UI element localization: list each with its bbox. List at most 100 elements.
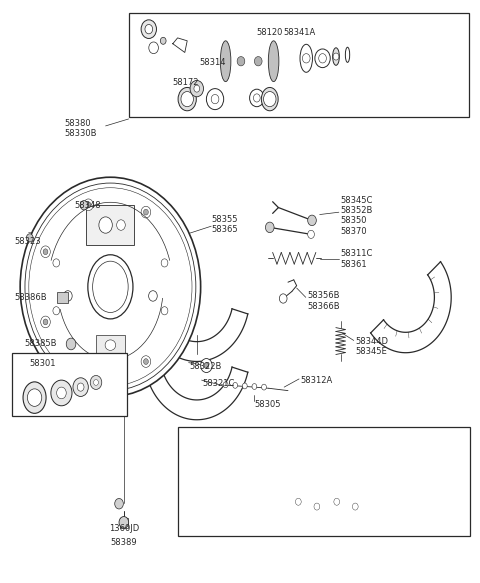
Circle shape bbox=[190, 80, 204, 97]
Ellipse shape bbox=[262, 87, 278, 111]
Circle shape bbox=[141, 206, 151, 218]
Text: 58305: 58305 bbox=[254, 400, 281, 409]
Text: 58341A: 58341A bbox=[283, 27, 315, 37]
Circle shape bbox=[262, 384, 266, 390]
Bar bbox=[86, 205, 134, 245]
Circle shape bbox=[250, 89, 264, 107]
Circle shape bbox=[80, 201, 88, 210]
Circle shape bbox=[41, 316, 50, 328]
Circle shape bbox=[86, 202, 91, 208]
Ellipse shape bbox=[105, 340, 116, 350]
Text: 58120: 58120 bbox=[257, 27, 283, 37]
Circle shape bbox=[161, 259, 168, 267]
Ellipse shape bbox=[220, 41, 231, 82]
Circle shape bbox=[20, 177, 201, 396]
Circle shape bbox=[27, 389, 42, 406]
Circle shape bbox=[26, 234, 33, 242]
Text: 1360JD: 1360JD bbox=[108, 524, 139, 533]
Circle shape bbox=[233, 382, 238, 388]
Text: 58344D
58345E: 58344D 58345E bbox=[355, 336, 388, 356]
Circle shape bbox=[149, 291, 157, 301]
Circle shape bbox=[315, 49, 330, 68]
Circle shape bbox=[314, 503, 320, 510]
Ellipse shape bbox=[268, 41, 279, 82]
Text: 58311C
58361: 58311C 58361 bbox=[341, 249, 373, 269]
Text: 58348: 58348 bbox=[74, 201, 101, 210]
Ellipse shape bbox=[99, 217, 112, 233]
Circle shape bbox=[264, 92, 276, 107]
Circle shape bbox=[90, 375, 102, 389]
Ellipse shape bbox=[345, 47, 349, 62]
Circle shape bbox=[296, 498, 301, 505]
Circle shape bbox=[334, 498, 340, 505]
Circle shape bbox=[144, 209, 148, 215]
Circle shape bbox=[161, 307, 168, 315]
Circle shape bbox=[51, 380, 72, 406]
Circle shape bbox=[41, 246, 50, 258]
Bar bbox=[57, 292, 68, 303]
Circle shape bbox=[57, 387, 66, 399]
Circle shape bbox=[53, 259, 60, 267]
Bar bbox=[12, 353, 127, 416]
Text: 58321C: 58321C bbox=[203, 379, 235, 388]
Text: 58386B: 58386B bbox=[14, 293, 47, 302]
Text: 58312A: 58312A bbox=[300, 375, 333, 385]
Circle shape bbox=[181, 92, 193, 107]
Text: 58301: 58301 bbox=[30, 359, 56, 368]
Circle shape bbox=[29, 188, 192, 386]
Text: 58345C
58352B
58350
58370: 58345C 58352B 58350 58370 bbox=[341, 196, 373, 236]
Circle shape bbox=[237, 57, 245, 66]
Text: 58355
58365: 58355 58365 bbox=[211, 215, 238, 234]
Text: 58314: 58314 bbox=[199, 58, 226, 68]
Circle shape bbox=[43, 249, 48, 255]
Circle shape bbox=[211, 94, 219, 104]
Circle shape bbox=[66, 338, 76, 350]
Circle shape bbox=[252, 384, 257, 389]
Circle shape bbox=[265, 222, 274, 233]
Circle shape bbox=[254, 57, 262, 66]
Circle shape bbox=[160, 37, 166, 44]
Circle shape bbox=[25, 183, 196, 391]
Circle shape bbox=[253, 94, 260, 102]
Ellipse shape bbox=[93, 261, 128, 312]
Circle shape bbox=[73, 378, 88, 396]
Text: 58322B: 58322B bbox=[190, 361, 222, 371]
Circle shape bbox=[144, 359, 148, 364]
Circle shape bbox=[94, 380, 98, 385]
Circle shape bbox=[149, 42, 158, 54]
Circle shape bbox=[302, 54, 310, 63]
Text: 58323: 58323 bbox=[14, 237, 41, 246]
Circle shape bbox=[319, 54, 326, 63]
Circle shape bbox=[194, 85, 200, 92]
Circle shape bbox=[115, 498, 123, 509]
Circle shape bbox=[63, 291, 72, 301]
Circle shape bbox=[119, 517, 129, 528]
Circle shape bbox=[308, 215, 316, 226]
FancyBboxPatch shape bbox=[223, 37, 276, 85]
Circle shape bbox=[145, 24, 153, 34]
Circle shape bbox=[223, 382, 228, 388]
Text: 58172: 58172 bbox=[173, 78, 199, 87]
Text: 58389: 58389 bbox=[110, 538, 137, 547]
Ellipse shape bbox=[23, 382, 46, 413]
Text: 58385B: 58385B bbox=[24, 339, 57, 349]
Circle shape bbox=[279, 294, 287, 303]
Circle shape bbox=[53, 307, 60, 315]
Ellipse shape bbox=[178, 87, 196, 111]
Ellipse shape bbox=[117, 220, 125, 230]
Text: 58356B
58366B: 58356B 58366B bbox=[307, 291, 340, 311]
Circle shape bbox=[242, 383, 247, 389]
Circle shape bbox=[201, 359, 212, 373]
Circle shape bbox=[43, 319, 48, 325]
Ellipse shape bbox=[333, 48, 339, 65]
Circle shape bbox=[84, 363, 93, 375]
Ellipse shape bbox=[300, 44, 312, 72]
Circle shape bbox=[352, 503, 358, 510]
Bar bbox=[129, 13, 469, 117]
Bar bbox=[178, 427, 470, 536]
Circle shape bbox=[206, 89, 224, 110]
Circle shape bbox=[141, 20, 156, 38]
Ellipse shape bbox=[88, 255, 133, 319]
Text: 58380
58330B: 58380 58330B bbox=[65, 118, 97, 138]
Circle shape bbox=[141, 356, 151, 367]
